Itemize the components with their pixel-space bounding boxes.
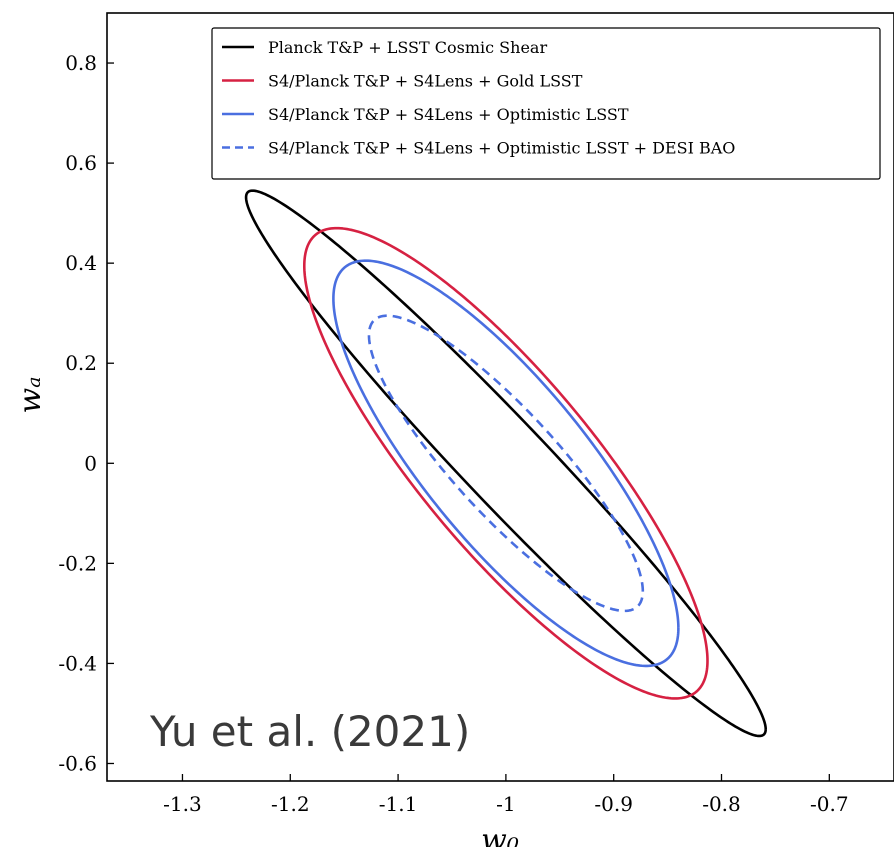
y-tick-label: -0.6 xyxy=(58,751,97,775)
y-tick-label: 0.2 xyxy=(65,351,97,375)
x-tick-label: -1.2 xyxy=(271,792,310,816)
y-tick-label: 0 xyxy=(84,451,97,475)
y-tick-label: 0.6 xyxy=(65,151,97,175)
y-tick-label: 0.4 xyxy=(65,251,97,275)
x-tick-label: -0.8 xyxy=(702,792,741,816)
annotation-text: Yu et al. (2021) xyxy=(149,707,470,756)
y-axis-label: wₐ xyxy=(13,377,48,414)
y-tick-label: -0.2 xyxy=(58,551,97,575)
y-tick-label: -0.4 xyxy=(58,651,97,675)
y-tick-label: 0.8 xyxy=(65,51,97,75)
legend-label: Planck T&P + LSST Cosmic Shear xyxy=(268,38,547,57)
legend-label: S4/Planck T&P + S4Lens + Optimistic LSST xyxy=(268,105,629,124)
legend-label: S4/Planck T&P + S4Lens + Gold LSST xyxy=(268,72,583,91)
legend-label: S4/Planck T&P + S4Lens + Optimistic LSST… xyxy=(268,139,735,158)
x-axis-label: w₀ xyxy=(481,823,519,847)
x-tick-label: -0.9 xyxy=(594,792,633,816)
x-tick-label: -1.3 xyxy=(163,792,202,816)
x-tick-label: -1 xyxy=(496,792,515,816)
x-tick-label: -0.7 xyxy=(810,792,849,816)
legend: Planck T&P + LSST Cosmic Shear S4/Planck … xyxy=(212,28,880,179)
x-tick-label: -1.1 xyxy=(379,792,418,816)
